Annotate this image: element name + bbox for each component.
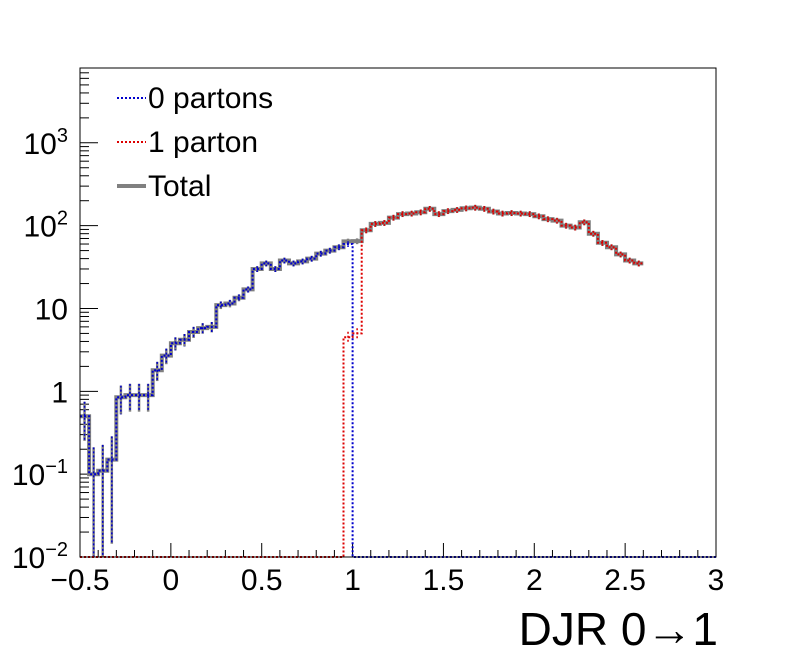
x-tick-label: 1.5 [423,564,465,597]
axis-ticks [79,67,717,558]
legend-label: 1 parton [148,126,258,159]
y-tick-label: 103 [24,125,69,161]
y-tick-label: 1 [51,376,68,409]
x-tick-label: 0 [163,564,180,597]
x-tick-label: 2.5 [604,564,646,597]
series-total [80,205,644,477]
plot-frame [79,67,717,558]
x-tick-label: 2 [526,564,543,597]
x-tick-label: 3 [708,564,725,597]
y-tick-labels: 10−2 10−1 1 10 102 103 [12,125,68,575]
x-tick-labels: −0.5 0 0.5 1 1.5 2 2.5 3 [50,564,724,597]
y-tick-label: 102 [24,208,69,244]
y-tick-label: 10 [35,293,68,326]
y-tick-label: 10−2 [12,539,68,575]
legend-label: Total [148,170,211,203]
legend-label: 0 partons [148,82,273,115]
legend: 0 partons 1 parton Total [117,82,273,203]
x-axis-title: DJR 0→1 [519,603,718,655]
x-tick-label: 0.5 [241,564,283,597]
y-tick-label: 10−1 [12,456,68,492]
series-1-parton [80,206,644,558]
series-layer [80,204,716,558]
series-0-partons [80,243,716,558]
x-tick-label: −0.5 [50,564,109,597]
x-tick-label: 1 [344,564,361,597]
